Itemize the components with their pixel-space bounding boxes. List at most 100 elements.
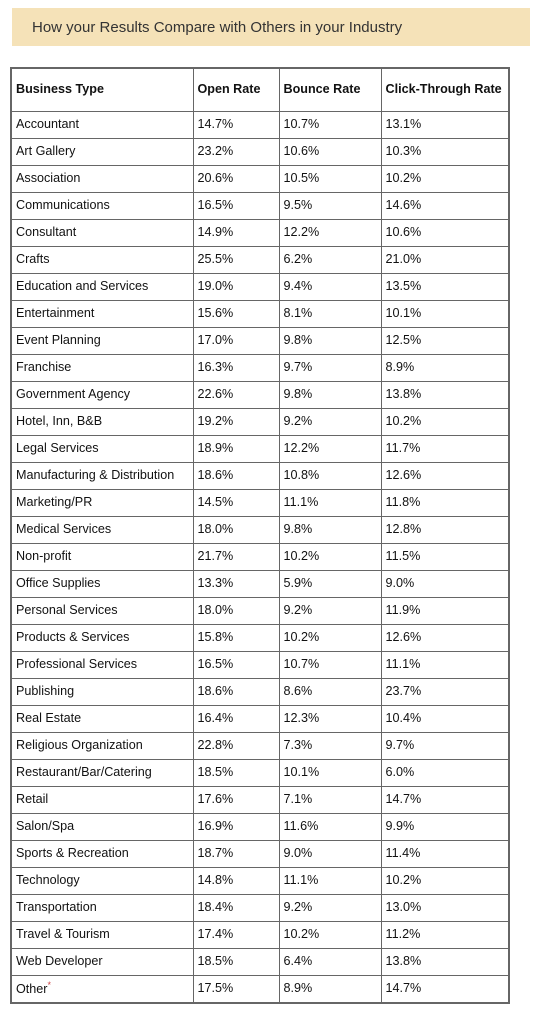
cell-open-rate-text: 16.3% bbox=[197, 360, 234, 375]
industry-comparison-table: Business Type Open Rate Bounce Rate Clic… bbox=[10, 67, 510, 1004]
cell-click-through-rate-text: 9.7% bbox=[385, 738, 415, 753]
cell-bounce-rate: 5.9% bbox=[278, 570, 382, 598]
cell-business-type-text: Restaurant/Bar/Catering bbox=[16, 765, 152, 780]
cell-click-through-rate-text: 10.2% bbox=[385, 414, 422, 429]
cell-open-rate: 14.5% bbox=[192, 489, 280, 517]
cell-business-type-text: Transportation bbox=[16, 900, 97, 915]
header-open-rate: Open Rate bbox=[192, 67, 280, 112]
cell-bounce-rate: 11.1% bbox=[278, 489, 382, 517]
cell-click-through-rate-text: 10.4% bbox=[385, 711, 422, 726]
cell-bounce-rate: 9.2% bbox=[278, 408, 382, 436]
cell-click-through-rate: 10.6% bbox=[380, 219, 510, 247]
table-row: Accountant 14.7% 10.7% 13.1% bbox=[10, 111, 510, 139]
cell-open-rate-text: 17.4% bbox=[197, 927, 234, 942]
cell-bounce-rate: 9.4% bbox=[278, 273, 382, 301]
cell-bounce-rate-text: 10.5% bbox=[283, 171, 320, 186]
cell-click-through-rate-text: 12.6% bbox=[385, 468, 422, 483]
cell-business-type: Medical Services bbox=[10, 516, 194, 544]
table-row: Religious Organization 22.8% 7.3% 9.7% bbox=[10, 732, 510, 760]
cell-bounce-rate: 10.1% bbox=[278, 759, 382, 787]
cell-bounce-rate-text: 9.8% bbox=[283, 387, 313, 402]
cell-open-rate-text: 14.8% bbox=[197, 873, 234, 888]
cell-business-type: Legal Services bbox=[10, 435, 194, 463]
cell-business-type-text: Sports & Recreation bbox=[16, 846, 129, 861]
cell-business-type-text: Web Developer bbox=[16, 954, 103, 969]
cell-bounce-rate-text: 9.2% bbox=[283, 900, 313, 915]
cell-open-rate-text: 15.6% bbox=[197, 306, 234, 321]
cell-business-type: Art Gallery bbox=[10, 138, 194, 166]
cell-open-rate: 16.3% bbox=[192, 354, 280, 382]
cell-business-type: Personal Services bbox=[10, 597, 194, 625]
cell-bounce-rate-text: 8.6% bbox=[283, 684, 313, 699]
cell-open-rate: 16.5% bbox=[192, 651, 280, 679]
cell-open-rate-text: 17.0% bbox=[197, 333, 234, 348]
cell-click-through-rate: 23.7% bbox=[380, 678, 510, 706]
cell-click-through-rate: 13.5% bbox=[380, 273, 510, 301]
cell-click-through-rate: 10.1% bbox=[380, 300, 510, 328]
cell-business-type-text: Medical Services bbox=[16, 522, 112, 537]
cell-open-rate: 18.0% bbox=[192, 597, 280, 625]
table-row: Manufacturing & Distribution 18.6% 10.8% 12… bbox=[10, 462, 510, 490]
cell-business-type: Non-profit bbox=[10, 543, 194, 571]
table-row: Art Gallery 23.2% 10.6% 10.3% bbox=[10, 138, 510, 166]
cell-open-rate: 18.6% bbox=[192, 678, 280, 706]
cell-click-through-rate: 10.2% bbox=[380, 165, 510, 193]
cell-open-rate: 18.9% bbox=[192, 435, 280, 463]
cell-bounce-rate-text: 12.3% bbox=[283, 711, 320, 726]
cell-click-through-rate: 13.8% bbox=[380, 948, 510, 976]
cell-open-rate-text: 14.9% bbox=[197, 225, 234, 240]
cell-bounce-rate: 10.7% bbox=[278, 111, 382, 139]
cell-business-type: Products & Services bbox=[10, 624, 194, 652]
cell-open-rate-text: 18.9% bbox=[197, 441, 234, 456]
cell-click-through-rate: 11.4% bbox=[380, 840, 510, 868]
cell-click-through-rate: 8.9% bbox=[380, 354, 510, 382]
cell-click-through-rate-text: 13.1% bbox=[385, 117, 422, 132]
cell-open-rate-text: 13.3% bbox=[197, 576, 234, 591]
cell-business-type: Franchise bbox=[10, 354, 194, 382]
cell-click-through-rate: 9.0% bbox=[380, 570, 510, 598]
cell-business-type-text: Salon/Spa bbox=[16, 819, 75, 834]
table-row: Technology 14.8% 11.1% 10.2% bbox=[10, 867, 510, 895]
cell-business-type-text: Communications bbox=[16, 198, 110, 213]
cell-open-rate: 16.4% bbox=[192, 705, 280, 733]
cell-business-type-text: Crafts bbox=[16, 252, 50, 267]
cell-open-rate-text: 18.4% bbox=[197, 900, 234, 915]
cell-click-through-rate-text: 12.8% bbox=[385, 522, 422, 537]
cell-business-type-text: Personal Services bbox=[16, 603, 118, 618]
table-row: Office Supplies 13.3% 5.9% 9.0% bbox=[10, 570, 510, 598]
footnote-mark: * bbox=[47, 979, 52, 990]
cell-click-through-rate: 11.9% bbox=[380, 597, 510, 625]
cell-business-type-text: Manufacturing & Distribution bbox=[16, 468, 175, 483]
cell-click-through-rate-text: 6.0% bbox=[385, 765, 415, 780]
cell-bounce-rate: 9.8% bbox=[278, 516, 382, 544]
table-header-row: Business Type Open Rate Bounce Rate Clic… bbox=[10, 67, 510, 112]
table-row: Publishing 18.6% 8.6% 23.7% bbox=[10, 678, 510, 706]
cell-business-type-text: Religious Organization bbox=[16, 738, 143, 753]
cell-business-type-text: Travel & Tourism bbox=[16, 927, 110, 942]
table-row: Professional Services 16.5% 10.7% 11.1% bbox=[10, 651, 510, 679]
cell-business-type: Marketing/PR bbox=[10, 489, 194, 517]
cell-open-rate: 17.0% bbox=[192, 327, 280, 355]
cell-click-through-rate: 10.4% bbox=[380, 705, 510, 733]
cell-business-type-text: Products & Services bbox=[16, 630, 130, 645]
table-row: Travel & Tourism 17.4% 10.2% 11.2% bbox=[10, 921, 510, 949]
table-row: Web Developer 18.5% 6.4% 13.8% bbox=[10, 948, 510, 976]
cell-bounce-rate-text: 11.1% bbox=[283, 495, 319, 510]
cell-bounce-rate: 10.8% bbox=[278, 462, 382, 490]
cell-bounce-rate: 10.6% bbox=[278, 138, 382, 166]
cell-click-through-rate: 11.8% bbox=[380, 489, 510, 517]
cell-business-type: Real Estate bbox=[10, 705, 194, 733]
cell-business-type-text: Marketing/PR bbox=[16, 495, 93, 510]
cell-bounce-rate: 10.5% bbox=[278, 165, 382, 193]
cell-click-through-rate-text: 11.2% bbox=[385, 927, 421, 942]
cell-open-rate: 14.9% bbox=[192, 219, 280, 247]
cell-open-rate: 19.2% bbox=[192, 408, 280, 436]
cell-click-through-rate: 11.5% bbox=[380, 543, 510, 571]
cell-open-rate: 18.5% bbox=[192, 948, 280, 976]
cell-bounce-rate-text: 11.1% bbox=[283, 873, 319, 888]
cell-open-rate: 13.3% bbox=[192, 570, 280, 598]
cell-open-rate: 20.6% bbox=[192, 165, 280, 193]
cell-bounce-rate-text: 10.7% bbox=[283, 657, 320, 672]
cell-bounce-rate-text: 5.9% bbox=[283, 576, 313, 591]
cell-business-type: Association bbox=[10, 165, 194, 193]
